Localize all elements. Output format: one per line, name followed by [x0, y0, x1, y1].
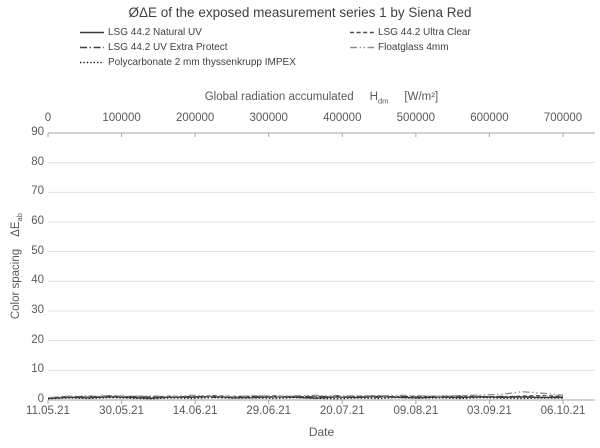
x-axis-tick-label: 20.07.21 [319, 405, 365, 417]
y-axis-tick-label: 30 [31, 304, 44, 316]
legend-item: Floatglass 4mm [350, 41, 449, 54]
top-axis-tick-label: 100000 [102, 112, 141, 124]
top-axis-symbol: Hdm [369, 91, 389, 106]
x-axis-tick-label: 11.05.21 [26, 405, 70, 417]
y-axis-tick-label: 40 [31, 274, 44, 287]
legend-label: LSG 44.2 UV Extra Protect [108, 42, 228, 53]
x-axis-tick-label: 29.06.21 [246, 405, 292, 417]
legend-item: Polycarbonate 2 mm thyssenkrupp IMPEX [80, 56, 296, 69]
top-axis-tick-label: 700000 [543, 112, 583, 124]
y-axis-tick-label: 10 [31, 363, 44, 376]
y-axis-tick-label: 60 [31, 215, 44, 227]
x-axis-title: Date [308, 425, 335, 439]
top-axis-tick-label: 0 [44, 112, 52, 124]
x-axis-tick-label: 30.05.21 [99, 405, 144, 417]
x-axis-tick-label: 14.06.21 [172, 405, 218, 417]
legend-line-icon [80, 46, 104, 49]
legend-label: Floatglass 4mm [378, 42, 449, 53]
x-axis-tick-label: 06.10.21 [540, 405, 586, 417]
legend-item: LSG 44.2 Ultra Clear [350, 26, 471, 39]
legend-line-icon [80, 31, 104, 34]
legend-label: LSG 44.2 Ultra Clear [378, 27, 471, 38]
y-axis-tick-label: 70 [31, 185, 44, 198]
series-line [47, 395, 564, 399]
chart-title: ØΔE of the exposed measurement series 1 … [128, 5, 472, 20]
x-axis-tick-label: 03.09.21 [467, 405, 512, 417]
legend-label: LSG 44.2 Natural UV [108, 27, 202, 38]
series-line [47, 396, 564, 400]
legend-item: LSG 44.2 UV Extra Protect [80, 41, 228, 54]
top-axis-unit: [W/m²] [404, 91, 439, 103]
top-axis-title: Global radiation accumulated Hdm [W/m²] [48, 91, 595, 105]
legend-line-icon [350, 46, 374, 49]
legend-line-icon [350, 31, 374, 34]
top-axis-title-text: Global radiation accumulated [204, 91, 354, 103]
y-axis-tick-label: 90 [31, 126, 44, 138]
y-axis-tick-label: 0 [37, 393, 44, 405]
top-axis-tick-label: 300000 [249, 112, 288, 124]
x-axis-tick-label: 09.08.21 [393, 405, 439, 417]
top-axis-tick-label: 400000 [323, 112, 362, 124]
legend-item: LSG 44.2 Natural UV [80, 26, 202, 39]
top-axis-tick-label: 500000 [396, 112, 436, 124]
y-axis-tick-label: 20 [31, 333, 44, 346]
legend-line-icon [80, 61, 104, 64]
legend-label: Polycarbonate 2 mm thyssenkrupp IMPEX [108, 57, 296, 68]
y-axis-tick-label: 80 [31, 155, 44, 168]
y-axis-tick-label: 50 [31, 244, 44, 257]
top-axis-tick-label: 600000 [470, 112, 509, 124]
top-axis-tick-label: 200000 [175, 112, 215, 124]
